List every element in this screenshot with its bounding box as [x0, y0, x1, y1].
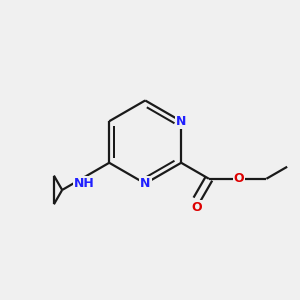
- Text: O: O: [233, 172, 244, 185]
- Text: N: N: [140, 177, 150, 190]
- Text: O: O: [192, 201, 202, 214]
- Text: N: N: [176, 115, 186, 128]
- Text: NH: NH: [74, 177, 94, 190]
